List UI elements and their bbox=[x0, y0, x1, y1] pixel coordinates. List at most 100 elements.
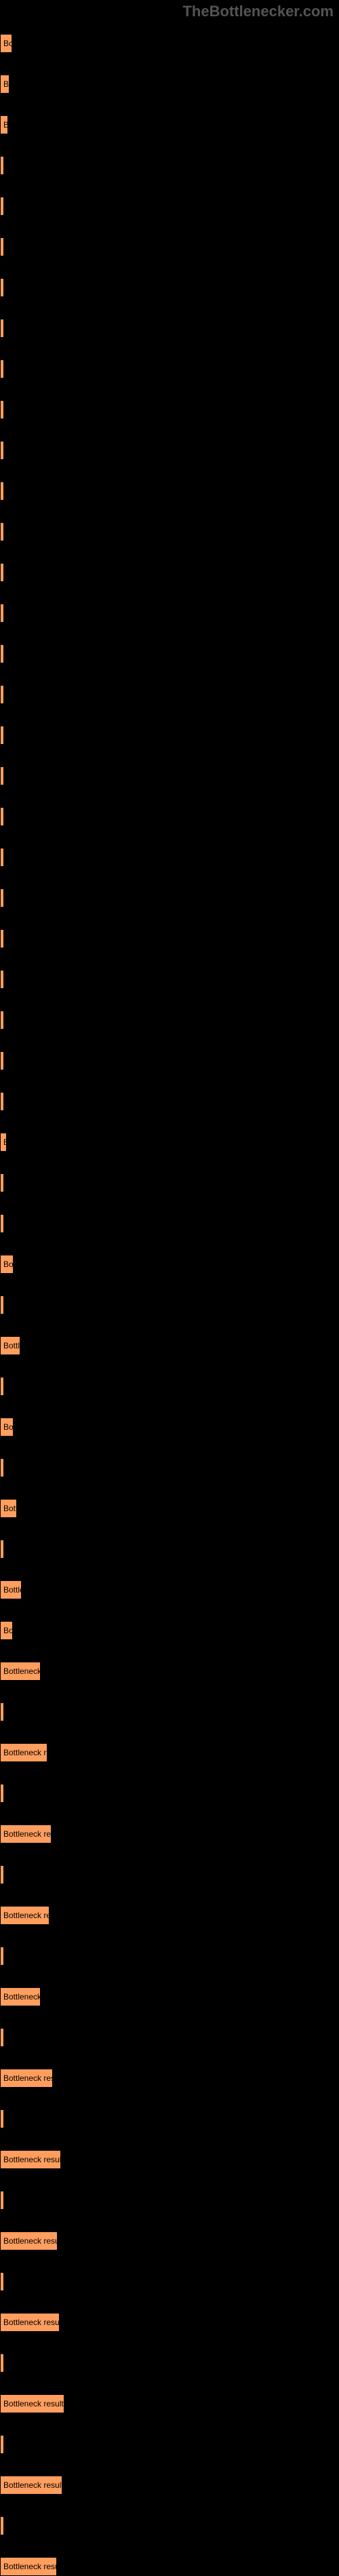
bar-row: Bottleneck result bbox=[0, 1336, 339, 1355]
bar-row: Bottleneck result bbox=[0, 1784, 339, 1803]
bar-row: Bottleneck result bbox=[0, 1051, 339, 1070]
chart-bar: Bottleneck result bbox=[0, 1255, 14, 1274]
bar-row: Bottleneck result bbox=[0, 1743, 339, 1762]
chart-bar: Bottleneck result bbox=[0, 685, 4, 704]
chart-bar: Bottleneck result bbox=[0, 2516, 4, 2535]
bar-row: Bottleneck result bbox=[0, 1621, 339, 1640]
chart-bar: Bottleneck result bbox=[0, 807, 4, 826]
chart-bar: Bottleneck result bbox=[0, 644, 4, 663]
bar-row: Bottleneck result bbox=[0, 441, 339, 460]
chart-bar: Bottleneck result bbox=[0, 400, 4, 419]
chart-bar: Bottleneck result bbox=[0, 2069, 53, 2088]
chart-bar: Bottleneck result bbox=[0, 34, 12, 53]
chart-bar: Bottleneck result bbox=[0, 1011, 4, 1030]
bar-row: Bottleneck result bbox=[0, 400, 339, 419]
bar-row: Bottleneck result bbox=[0, 319, 339, 338]
chart-bar: Bottleneck result bbox=[0, 766, 4, 785]
chart-bar: Bottleneck result bbox=[0, 1458, 4, 1477]
bar-row: Bottleneck result bbox=[0, 2231, 339, 2250]
bar-row: Bottleneck result bbox=[0, 1092, 339, 1111]
bar-row: Bottleneck result bbox=[0, 1865, 339, 1884]
chart-bar: Bottleneck result bbox=[0, 970, 4, 989]
chart-bar: Bottleneck result bbox=[0, 726, 4, 745]
bar-row: Bottleneck result bbox=[0, 75, 339, 94]
chart-bar: Bottleneck result bbox=[0, 848, 4, 867]
bar-row: Bottleneck result bbox=[0, 848, 339, 867]
chart-bar: Bottleneck result bbox=[0, 1377, 4, 1396]
bar-row: Bottleneck result bbox=[0, 970, 339, 989]
bar-row: Bottleneck result bbox=[0, 1702, 339, 1721]
bar-row: Bottleneck result bbox=[0, 1133, 339, 1152]
bar-row: Bottleneck result bbox=[0, 2354, 339, 2373]
bar-row: Bottleneck result bbox=[0, 1580, 339, 1599]
bar-row: Bottleneck result bbox=[0, 197, 339, 216]
chart-bar: Bottleneck result bbox=[0, 2557, 57, 2576]
chart-bar: Bottleneck result bbox=[0, 1580, 22, 1599]
bar-row: Bottleneck result bbox=[0, 1377, 339, 1396]
bar-row: Bottleneck result bbox=[0, 2109, 339, 2128]
chart-bar: Bottleneck result bbox=[0, 929, 4, 948]
chart-bar: Bottleneck result bbox=[0, 1499, 17, 1518]
chart-bar: Bottleneck result bbox=[0, 1214, 4, 1233]
bar-row: Bottleneck result bbox=[0, 807, 339, 826]
chart-bar: Bottleneck result bbox=[0, 2435, 4, 2454]
bar-row: Bottleneck result bbox=[0, 278, 339, 297]
chart-bar: Bottleneck result bbox=[0, 1662, 41, 1681]
chart-bar: Bottleneck result bbox=[0, 1743, 47, 1762]
chart-bar: Bottleneck result bbox=[0, 2476, 62, 2495]
chart-bar: Bottleneck result bbox=[0, 522, 4, 541]
bar-row: Bottleneck result bbox=[0, 2516, 339, 2535]
chart-bar: Bottleneck result bbox=[0, 1906, 49, 1925]
chart-bar: Bottleneck result bbox=[0, 237, 4, 256]
bar-row: Bottleneck result bbox=[0, 2476, 339, 2495]
bar-row: Bottleneck result bbox=[0, 1214, 339, 1233]
bar-row: Bottleneck result bbox=[0, 685, 339, 704]
bar-row: Bottleneck result bbox=[0, 1662, 339, 1681]
bar-row: Bottleneck result bbox=[0, 482, 339, 501]
bar-row: Bottleneck result bbox=[0, 34, 339, 53]
chart-bar: Bottleneck result bbox=[0, 1987, 41, 2006]
bar-row: Bottleneck result bbox=[0, 1824, 339, 1843]
bar-row: Bottleneck result bbox=[0, 1011, 339, 1030]
bar-row: Bottleneck result bbox=[0, 522, 339, 541]
chart-bar: Bottleneck result bbox=[0, 1784, 4, 1803]
chart-bar: Bottleneck result bbox=[0, 1418, 14, 1437]
bar-row: Bottleneck result bbox=[0, 2272, 339, 2291]
bar-row: Bottleneck result bbox=[0, 1947, 339, 1966]
chart-bar: Bottleneck result bbox=[0, 2313, 60, 2332]
bar-row: Bottleneck result bbox=[0, 929, 339, 948]
chart-bar: Bottleneck result bbox=[0, 563, 4, 582]
chart-bar: Bottleneck result bbox=[0, 1173, 4, 1192]
bar-row: Bottleneck result bbox=[0, 2313, 339, 2332]
chart-bar: Bottleneck result bbox=[0, 1092, 4, 1111]
bar-row: Bottleneck result bbox=[0, 359, 339, 378]
bar-row: Bottleneck result bbox=[0, 1987, 339, 2006]
chart-bar: Bottleneck result bbox=[0, 359, 4, 378]
chart-bar: Bottleneck result bbox=[0, 1865, 4, 1884]
bar-row: Bottleneck result bbox=[0, 2150, 339, 2169]
bar-row: Bottleneck result bbox=[0, 237, 339, 256]
bar-row: Bottleneck result bbox=[0, 2028, 339, 2047]
chart-bar: Bottleneck result bbox=[0, 75, 9, 94]
chart-bar: Bottleneck result bbox=[0, 2191, 4, 2210]
chart-bar: Bottleneck result bbox=[0, 1824, 52, 1843]
watermark-text: TheBottlenecker.com bbox=[0, 0, 339, 20]
chart-bar: Bottleneck result bbox=[0, 115, 8, 134]
bar-row: Bottleneck result bbox=[0, 2557, 339, 2576]
chart-bar: Bottleneck result bbox=[0, 2231, 58, 2250]
chart-bar: Bottleneck result bbox=[0, 2150, 61, 2169]
chart-bar: Bottleneck result bbox=[0, 1947, 4, 1966]
chart-bar: Bottleneck result bbox=[0, 604, 4, 623]
chart-bar: Bottleneck result bbox=[0, 441, 4, 460]
bar-row: Bottleneck result bbox=[0, 156, 339, 175]
chart-bar: Bottleneck result bbox=[0, 482, 4, 501]
bar-row: Bottleneck result bbox=[0, 766, 339, 785]
bar-row: Bottleneck result bbox=[0, 1458, 339, 1477]
chart-bar: Bottleneck result bbox=[0, 2028, 4, 2047]
bar-row: Bottleneck result bbox=[0, 1173, 339, 1192]
chart-bar: Bottleneck result bbox=[0, 197, 4, 216]
chart-bar: Bottleneck result bbox=[0, 2109, 4, 2128]
chart-bar: Bottleneck result bbox=[0, 1702, 4, 1721]
bar-row: Bottleneck result bbox=[0, 563, 339, 582]
chart-bar: Bottleneck result bbox=[0, 1621, 13, 1640]
